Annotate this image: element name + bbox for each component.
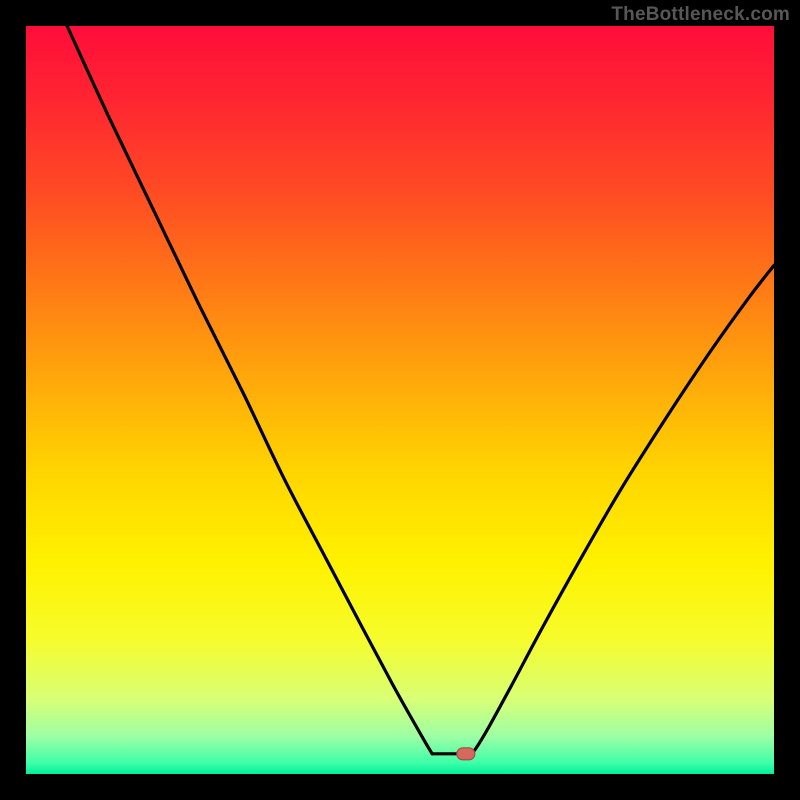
curve-left-branch [67,26,432,754]
canvas: TheBottleneck.com [0,0,800,800]
plot-svg [26,26,774,774]
watermark-text: TheBottleneck.com [611,4,790,26]
optimal-marker [457,748,475,760]
plot-area [26,26,774,774]
curve-right-branch [472,265,774,753]
